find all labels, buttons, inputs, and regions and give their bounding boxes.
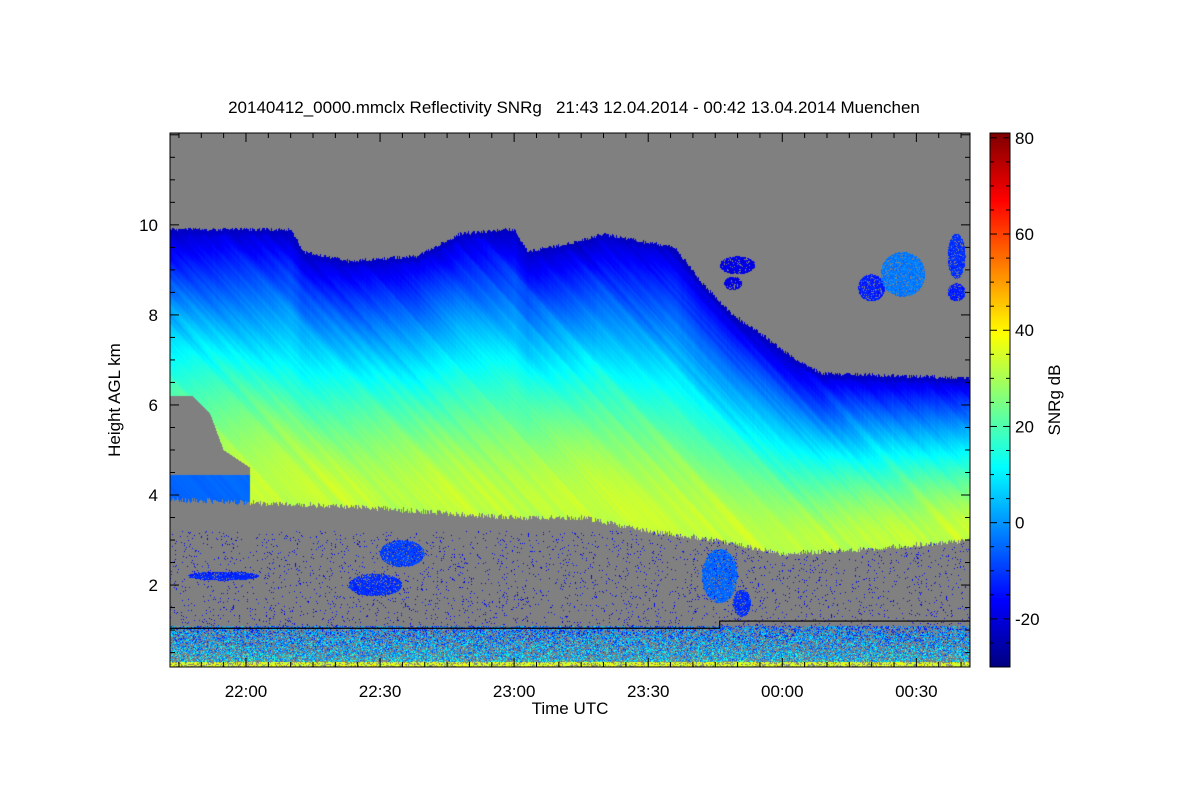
x-tick-label: 23:30: [627, 682, 670, 701]
y-tick-label: 8: [149, 306, 158, 325]
y-tick-label: 6: [149, 396, 158, 415]
y-axis-label: Height AGL km: [105, 343, 124, 457]
x-tick-label: 00:00: [761, 682, 804, 701]
x-tick-label: 22:30: [359, 682, 402, 701]
x-tick-label: 22:00: [225, 682, 268, 701]
colorbar-tick-label: 20: [1015, 417, 1034, 436]
y-tick-label: 10: [139, 216, 158, 235]
colorbar-tick-label: 80: [1015, 129, 1034, 148]
colorbar-tick-label: 60: [1015, 225, 1034, 244]
plot-frame: [169, 132, 971, 668]
x-tick-label: 00:30: [895, 682, 938, 701]
colorbar-tick-label: -20: [1015, 610, 1040, 629]
colorbar-frame: [989, 132, 1011, 668]
threshold-line: [170, 620, 970, 629]
radar-heatmap: [170, 133, 970, 667]
colorbar: [990, 133, 1010, 667]
colorbar-tick-label: 0: [1015, 514, 1024, 533]
y-tick-label: 2: [149, 576, 158, 595]
colorbar-label: SNRg dB: [1045, 365, 1064, 436]
y-tick-label: 4: [149, 486, 158, 505]
colorbar-tick-label: 40: [1015, 321, 1034, 340]
x-tick-label: 23:00: [493, 682, 536, 701]
x-axis-label: Time UTC: [532, 699, 609, 718]
chart-title: 20140412_0000.mmclx Reflectivity SNRg 21…: [228, 98, 920, 117]
